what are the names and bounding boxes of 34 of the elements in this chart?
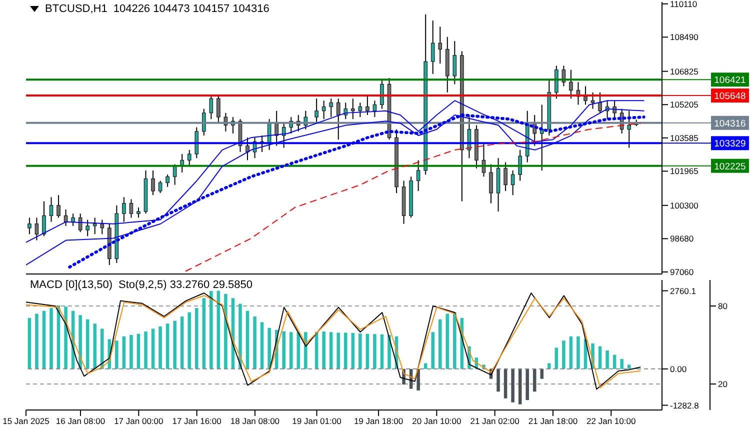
x-tick-label: 16 Jan 08:00 <box>56 416 106 426</box>
x-tick-label: 15 Jan 2025 <box>2 416 50 426</box>
y-tick-label: -1282.8 <box>670 400 700 410</box>
y-tick-label: 100300 <box>670 200 699 210</box>
x-tick-label: 19 Jan 18:00 <box>354 416 404 426</box>
y-tick-label: 106825 <box>670 66 699 76</box>
chart-title: MACD [0](13,50) <box>30 279 113 291</box>
y-tick-label: 97060 <box>670 266 694 277</box>
x-tick-label: 18 Jan 08:00 <box>230 416 280 426</box>
ref-line-label: 106421 <box>714 75 746 86</box>
x-tick-label: 19 Jan 01:00 <box>292 416 342 426</box>
y-tick-label: 110110 <box>670 0 698 9</box>
chart-title: BTCUSD,H1 <box>45 3 108 15</box>
y2-tick-label: 80 <box>718 301 728 312</box>
x-tick-label: 17 Jan 00:00 <box>114 416 164 426</box>
chart-subtitle: Sto(9,2,5) 33.2760 29.5850 <box>118 279 252 291</box>
y-tick-label: 108490 <box>670 32 699 42</box>
y-tick-label: 103585 <box>670 132 699 143</box>
ref-line-label: 103329 <box>714 138 746 150</box>
ref-line-label: 104316 <box>714 118 746 130</box>
ref-line-label: 102225 <box>714 161 746 172</box>
chart-subtitle: 104226 104473 104157 104316 <box>113 3 270 15</box>
ref-line-label: 105648 <box>714 91 746 102</box>
x-tick-label: 17 Jan 16:00 <box>172 416 222 426</box>
y2-tick-label: 20 <box>718 379 728 390</box>
x-tick-label: 21 Jan 02:00 <box>470 416 520 426</box>
y-tick-label: 101965 <box>670 166 699 176</box>
y-tick-label: 105205 <box>670 100 699 110</box>
y-tick-label: 0.00 <box>670 364 687 374</box>
x-tick-label: 22 Jan 10:00 <box>586 416 636 426</box>
y-tick-label: 98680 <box>670 234 694 244</box>
x-tick-label: 20 Jan 10:00 <box>412 416 462 426</box>
y-tick-label: 2760.1 <box>670 286 696 296</box>
x-tick-label: 21 Jan 18:00 <box>528 416 578 426</box>
